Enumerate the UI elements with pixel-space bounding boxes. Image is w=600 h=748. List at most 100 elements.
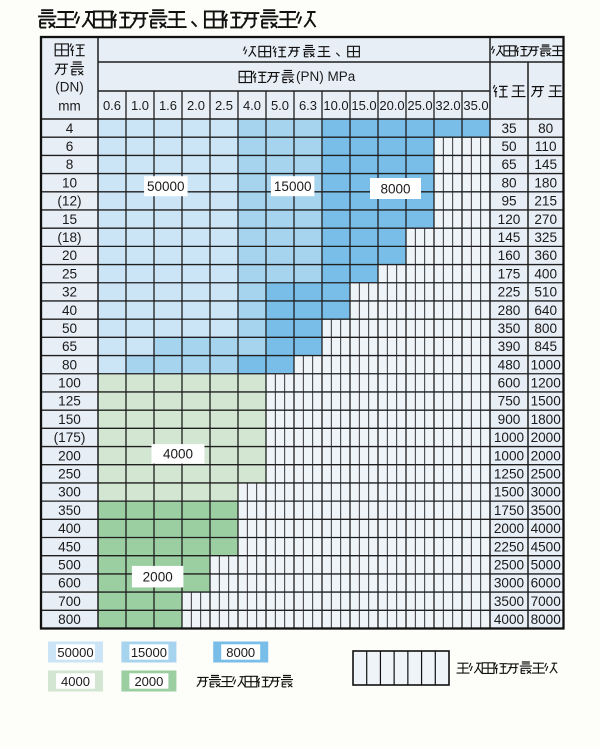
svg-text:32: 32	[62, 285, 77, 300]
svg-text:120: 120	[498, 212, 521, 227]
svg-text:40: 40	[62, 303, 78, 318]
svg-text:110: 110	[535, 139, 557, 154]
svg-text:150: 150	[58, 412, 81, 427]
svg-text:5.0: 5.0	[271, 98, 289, 113]
svg-text:2000: 2000	[531, 448, 562, 463]
svg-text:8000: 8000	[226, 645, 255, 660]
svg-text:2000: 2000	[531, 430, 562, 445]
svg-text:350: 350	[58, 503, 81, 518]
svg-text:8000: 8000	[531, 612, 562, 627]
svg-text:4000: 4000	[163, 447, 193, 462]
svg-text:3500: 3500	[531, 503, 562, 518]
svg-text:3000: 3000	[531, 485, 562, 500]
svg-text:25.0: 25.0	[407, 98, 432, 113]
svg-text:15.0: 15.0	[351, 98, 376, 113]
svg-text:15000: 15000	[131, 645, 167, 660]
svg-text:50000: 50000	[57, 645, 93, 660]
svg-text:200: 200	[58, 448, 81, 463]
svg-text:(18): (18)	[57, 230, 81, 245]
svg-text:10.0: 10.0	[323, 98, 348, 113]
svg-text:10: 10	[62, 175, 78, 190]
svg-text:1.6: 1.6	[159, 98, 177, 113]
svg-text:750: 750	[498, 394, 521, 409]
svg-text:50: 50	[501, 139, 517, 154]
svg-text:510: 510	[534, 285, 557, 300]
svg-text:4000: 4000	[494, 612, 525, 627]
svg-text:95: 95	[501, 194, 516, 209]
svg-text:1500: 1500	[494, 485, 525, 500]
svg-text:1.0: 1.0	[131, 98, 149, 113]
svg-text:20.0: 20.0	[379, 98, 404, 113]
svg-text:360: 360	[534, 248, 557, 263]
svg-text:mm: mm	[58, 99, 81, 114]
svg-text:225: 225	[498, 285, 521, 300]
svg-text:1250: 1250	[494, 467, 525, 482]
svg-text:480: 480	[498, 357, 521, 372]
svg-text:700: 700	[58, 594, 81, 609]
svg-text:32.0: 32.0	[435, 98, 460, 113]
svg-text:215: 215	[534, 194, 557, 209]
svg-text:350: 350	[498, 321, 521, 336]
svg-text:390: 390	[498, 339, 521, 354]
svg-text:450: 450	[58, 539, 81, 554]
svg-text:3000: 3000	[494, 576, 525, 591]
svg-text:4.0: 4.0	[243, 98, 261, 113]
svg-text:100: 100	[58, 376, 81, 391]
svg-text:4: 4	[66, 121, 74, 136]
svg-text:2.5: 2.5	[215, 98, 233, 113]
svg-text:280: 280	[498, 303, 521, 318]
svg-text:65: 65	[62, 339, 77, 354]
svg-text:3500: 3500	[494, 594, 525, 609]
svg-text:250: 250	[58, 467, 81, 482]
svg-text:80: 80	[62, 357, 78, 372]
svg-text:2250: 2250	[494, 539, 525, 554]
svg-text:2500: 2500	[494, 558, 525, 573]
svg-text:4000: 4000	[531, 521, 562, 536]
svg-text:(DN): (DN)	[55, 80, 84, 95]
svg-text:640: 640	[534, 303, 557, 318]
svg-text:1500: 1500	[531, 394, 562, 409]
svg-text:4000: 4000	[61, 674, 90, 689]
svg-text:(12): (12)	[57, 194, 81, 209]
svg-text:25: 25	[62, 266, 77, 281]
svg-text:600: 600	[498, 376, 521, 391]
svg-text:(175): (175)	[54, 430, 86, 445]
svg-text:145: 145	[498, 230, 521, 245]
svg-text:8000: 8000	[380, 181, 410, 196]
svg-text:1750: 1750	[494, 503, 525, 518]
svg-text:0.6: 0.6	[103, 98, 121, 113]
svg-text:600: 600	[58, 576, 81, 591]
svg-text:325: 325	[534, 230, 557, 245]
svg-text:15000: 15000	[274, 179, 312, 194]
svg-text:180: 180	[534, 175, 557, 190]
svg-text:35.0: 35.0	[463, 98, 488, 113]
svg-text:160: 160	[498, 248, 521, 263]
svg-text:400: 400	[534, 266, 557, 281]
svg-text:1000: 1000	[494, 448, 525, 463]
svg-text:(PN) MPa: (PN) MPa	[296, 69, 356, 84]
svg-text:900: 900	[498, 412, 521, 427]
svg-text:175: 175	[498, 266, 521, 281]
svg-text:2000: 2000	[143, 569, 173, 584]
svg-text:1000: 1000	[494, 430, 525, 445]
svg-text:15: 15	[62, 212, 77, 227]
svg-text:2000: 2000	[494, 521, 525, 536]
svg-text:4500: 4500	[531, 539, 562, 554]
svg-text:270: 270	[534, 212, 557, 227]
svg-text:1200: 1200	[531, 376, 562, 391]
svg-text:5000: 5000	[531, 558, 562, 573]
svg-text:125: 125	[58, 394, 81, 409]
svg-text:1800: 1800	[531, 412, 562, 427]
svg-text:1000: 1000	[531, 357, 562, 372]
svg-text:6: 6	[66, 139, 74, 154]
svg-text:845: 845	[534, 339, 557, 354]
svg-text:800: 800	[534, 321, 557, 336]
svg-text:65: 65	[501, 157, 516, 172]
svg-text:2.0: 2.0	[187, 98, 205, 113]
svg-text:35: 35	[501, 121, 516, 136]
svg-text:300: 300	[58, 485, 81, 500]
svg-text:7000: 7000	[531, 594, 562, 609]
svg-text:80: 80	[501, 175, 517, 190]
svg-text:6000: 6000	[531, 576, 562, 591]
svg-text:2500: 2500	[531, 467, 562, 482]
